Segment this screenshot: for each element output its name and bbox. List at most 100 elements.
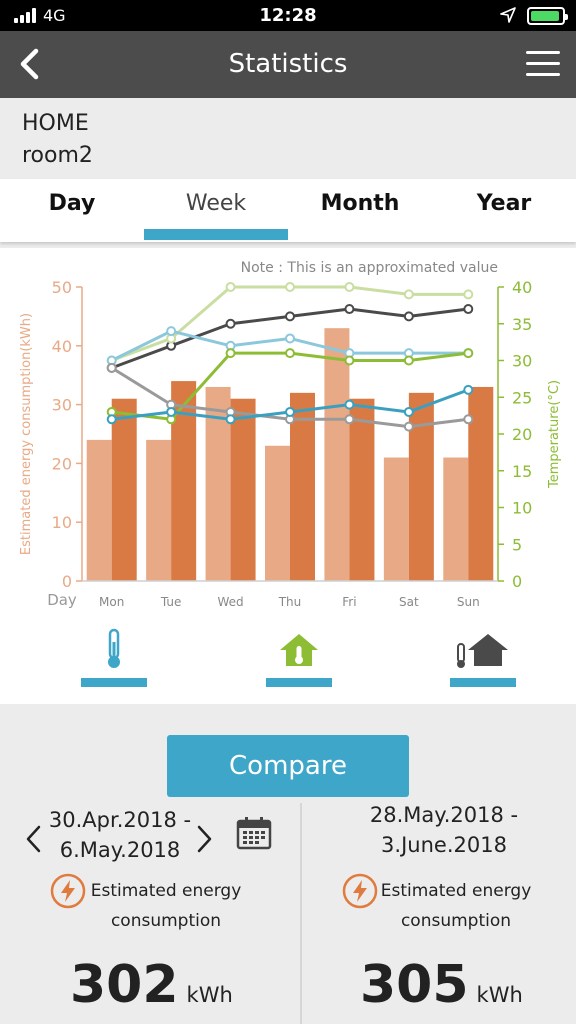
- left-estimated-label-line2: consumption: [110, 911, 222, 931]
- temperature-point-6-wed: [225, 414, 236, 425]
- bar-fri-2: [349, 398, 375, 581]
- energy-temperature-chart: Note : This is an approximated value 0 10 2…: [19, 260, 562, 609]
- tab-day[interactable]: Day: [48, 191, 96, 216]
- hamburger-menu-icon[interactable]: [526, 51, 560, 77]
- signal-strength-icon: [14, 8, 36, 23]
- tab-week[interactable]: Week: [185, 191, 247, 216]
- left-range-start: 30.Apr.2018 -: [48, 808, 192, 832]
- tab-year[interactable]: Year: [476, 191, 532, 216]
- temperature-point-6-mon: [106, 414, 117, 425]
- right-value-number: 305: [360, 955, 469, 1015]
- legend-bar-room-temperature: [81, 678, 147, 687]
- previous-period-chevron-icon[interactable]: [24, 824, 42, 854]
- left-estimated-label: Estimated energy consumption: [86, 876, 246, 936]
- right-range-end: 3.June.2018: [381, 833, 507, 857]
- left-axis-title: Estimated energy consumption(kWh): [19, 313, 34, 555]
- temperature-point-6-sun: [463, 384, 474, 395]
- legend-bar-home-temperature: [266, 678, 332, 687]
- left-estimated-label-line1: Estimated energy: [90, 881, 242, 901]
- temperature-point-2-sun: [463, 289, 474, 300]
- x-tick-label-wed: Wed: [217, 595, 243, 609]
- temperature-point-6-tue: [166, 406, 177, 417]
- right-tick-label: 30: [512, 352, 532, 371]
- right-tick-label: 5: [512, 535, 522, 554]
- right-tick-label: 25: [512, 388, 532, 407]
- bar-thu-2: [290, 392, 315, 581]
- temperature-point-4-sat: [403, 355, 414, 366]
- temperature-point-2-sat: [403, 289, 414, 300]
- outdoor-temperature-icon[interactable]: [454, 632, 510, 670]
- right-consumption-value: 305 kWh: [360, 955, 523, 1015]
- temperature-point-1-sat: [403, 311, 414, 322]
- tab-month[interactable]: Month: [320, 191, 400, 216]
- x-tick-label-fri: Fri: [342, 595, 356, 609]
- chart-note: Note : This is an approximated value: [241, 260, 498, 276]
- x-tick-label-tue: Tue: [160, 595, 182, 609]
- temperature-point-1-wed: [225, 318, 236, 329]
- bar-thu-1: [265, 445, 290, 581]
- x-tick-label-mon: Mon: [99, 595, 124, 609]
- carrier-label: 4G: [43, 6, 66, 25]
- back-arrow-icon[interactable]: [14, 45, 46, 83]
- calendar-icon[interactable]: [236, 816, 272, 850]
- right-estimated-label-line2: consumption: [400, 911, 512, 931]
- temperature-point-6-sat: [403, 406, 414, 417]
- bar-sun-1: [443, 457, 469, 581]
- right-tick-label: 0: [512, 572, 522, 591]
- x-tick-label-sun: Sun: [457, 595, 480, 609]
- temperature-point-2-wed: [225, 282, 236, 292]
- period-divider: [300, 803, 302, 1024]
- bar-sat-1: [383, 457, 409, 581]
- right-tick-label: 35: [512, 315, 532, 334]
- page-title: Statistics: [228, 49, 348, 79]
- temperature-point-2-fri: [344, 282, 355, 292]
- legend-bar-outdoor-temperature: [450, 678, 516, 687]
- temperature-point-4-sun: [463, 348, 474, 359]
- temperature-point-1-thu: [285, 311, 295, 322]
- next-period-chevron-icon[interactable]: [196, 824, 214, 854]
- x-axis-title: Day: [47, 591, 77, 609]
- temperature-point-5-sat: [403, 421, 414, 432]
- home-temperature-icon[interactable]: [278, 632, 320, 668]
- battery-icon: [527, 7, 568, 25]
- thermometer-icon[interactable]: [100, 628, 128, 670]
- left-energy-bolt-icon: [50, 873, 86, 909]
- right-tick-label: 40: [512, 278, 532, 297]
- right-range-start: 28.May.2018 -: [369, 803, 519, 827]
- left-tick-label: 10: [52, 513, 72, 532]
- temperature-point-4-wed: [225, 348, 236, 359]
- temperature-point-1-fri: [344, 304, 355, 315]
- left-consumption-value: 302 kWh: [70, 955, 233, 1015]
- temperature-point-5-mon: [106, 362, 117, 373]
- left-tick-label: 30: [52, 396, 72, 415]
- bar-wed-2: [230, 398, 256, 581]
- right-date-range: 28.May.2018 - 3.June.2018: [352, 800, 536, 860]
- temperature-point-5-fri: [344, 414, 355, 425]
- x-tick-label-sat: Sat: [399, 595, 419, 609]
- bar-fri-1: [324, 328, 350, 581]
- x-tick-label-thu: Thu: [278, 595, 302, 609]
- room-name: room2: [22, 143, 93, 168]
- left-tick-label: 20: [52, 454, 72, 473]
- left-value-unit: kWh: [186, 983, 233, 1007]
- left-tick-label: 40: [52, 337, 72, 356]
- left-range-end: 6.May.2018: [59, 838, 181, 862]
- bar-mon-2: [111, 398, 137, 581]
- temperature-point-6-fri: [344, 399, 355, 410]
- period-tabs: Day Week Month Year: [0, 179, 576, 242]
- right-axis-title: Temperature(°C): [547, 380, 562, 489]
- bar-tue-1: [146, 439, 172, 581]
- right-estimated-label-line1: Estimated energy: [380, 881, 532, 901]
- location-arrow-icon: [500, 7, 516, 23]
- compare-button[interactable]: Compare: [167, 735, 409, 797]
- temperature-point-2-thu: [285, 282, 295, 292]
- right-tick-label: 10: [512, 499, 532, 518]
- home-name: HOME: [22, 111, 89, 136]
- temperature-point-3-thu: [285, 333, 295, 344]
- right-tick-label: 20: [512, 425, 532, 444]
- bar-mon-1: [86, 439, 112, 581]
- temperature-point-5-sun: [463, 414, 474, 425]
- right-value-unit: kWh: [476, 983, 523, 1007]
- navigation-bar: Statistics: [0, 31, 576, 98]
- right-tick-label: 15: [512, 462, 532, 481]
